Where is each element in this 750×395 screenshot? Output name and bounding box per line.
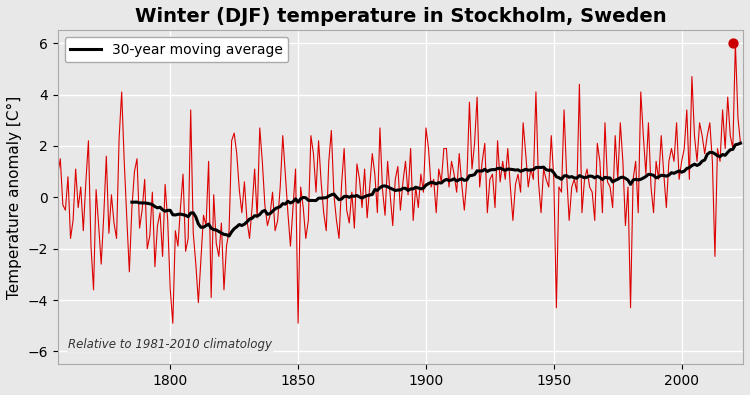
30-year moving average xyxy=(470,172,479,177)
30-year moving average xyxy=(284,199,292,203)
30-year moving average xyxy=(605,176,614,181)
30-year moving average xyxy=(414,186,423,190)
Text: Relative to 1981-2010 climatology: Relative to 1981-2010 climatology xyxy=(68,338,272,351)
Legend: 30-year moving average: 30-year moving average xyxy=(64,37,288,62)
Title: Winter (DJF) temperature in Stockholm, Sweden: Winter (DJF) temperature in Stockholm, S… xyxy=(134,7,666,26)
Line: 30-year moving average: 30-year moving average xyxy=(132,143,740,236)
Y-axis label: Temperature anomaly [C°]: Temperature anomaly [C°] xyxy=(7,96,22,299)
30-year moving average xyxy=(736,141,745,145)
Point xyxy=(727,40,739,46)
30-year moving average xyxy=(214,229,223,234)
